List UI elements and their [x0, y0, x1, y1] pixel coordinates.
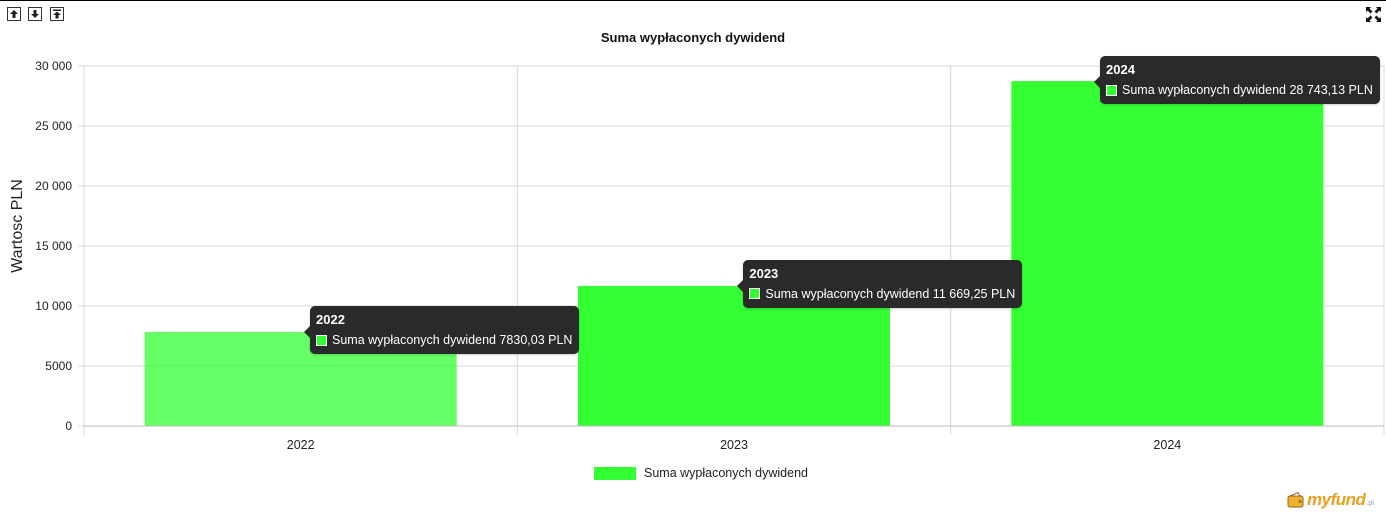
tooltip-label: Suma wypłaconych dywidend 28 743,13 PLN — [1122, 83, 1373, 97]
y-tick-label: 0 — [65, 419, 72, 433]
arrow-top-button[interactable] — [50, 7, 64, 21]
tooltip-title: 2023 — [749, 265, 779, 281]
arrow-down-icon — [31, 10, 39, 18]
tooltip-row: Suma wypłaconych dywidend 11 669,25 PLN — [749, 287, 1015, 301]
arrow-up-button[interactable] — [7, 7, 21, 21]
y-tick-label: 20 000 — [35, 179, 72, 193]
tooltip-row: Suma wypłaconych dywidend 28 743,13 PLN — [1106, 83, 1373, 97]
wallet-icon — [1287, 491, 1304, 508]
y-tick-label: 25 000 — [35, 119, 72, 133]
tooltip-label: Suma wypłaconych dywidend 11 669,25 PLN — [765, 286, 1016, 301]
y-tick-label: 5000 — [45, 359, 72, 373]
bars — [144, 81, 1324, 426]
x-tick-label: 2022 — [287, 438, 315, 452]
tooltip-swatch — [316, 334, 328, 346]
fullscreen-icon[interactable] — [1365, 6, 1382, 23]
tooltip-swatch — [749, 288, 761, 300]
legend-swatch — [594, 466, 636, 480]
legend[interactable]: Suma wypłaconych dywidend — [594, 466, 808, 480]
top-border — [0, 0, 1386, 1]
bar-2023 — [578, 285, 890, 426]
arrow-top-icon — [53, 9, 61, 19]
y-tick-label: 30 000 — [35, 59, 72, 73]
tooltip-title: 2024 — [1106, 62, 1135, 77]
tooltip-2023: 2023 Suma wypłaconych dywidend 11 669,25 … — [737, 259, 1023, 308]
y-tick-label: 15 000 — [35, 239, 72, 253]
tooltip-row: Suma wypłaconych dywidend 7830,03 PLN — [316, 333, 572, 347]
legend-label: Suma wypłaconych dywidend — [644, 466, 808, 480]
myfund-logo: myfund .pl — [1287, 490, 1374, 510]
y-tick-label: 10 000 — [35, 299, 72, 313]
arrow-up-icon — [10, 10, 18, 18]
logo-tld: .pl — [1366, 499, 1374, 507]
y-axis-label: Wartosc PLN — [9, 179, 26, 273]
tooltip-label: Suma wypłaconych dywidend 7830,03 PLN — [332, 333, 573, 348]
x-tick-label: 2024 — [1153, 438, 1181, 452]
tooltip-swatch — [1106, 84, 1117, 96]
logo-text: myfund — [1307, 490, 1366, 509]
x-tick-label: 2023 — [720, 438, 748, 452]
tooltip-2024: 2024 Suma wypłaconych dywidend 28 743,13 … — [1094, 56, 1380, 104]
bar-2024 — [1011, 81, 1324, 426]
chart-title: Suma wypłaconych dywidend — [600, 30, 786, 45]
arrow-down-button[interactable] — [28, 7, 42, 21]
tooltip-title: 2022 — [316, 312, 345, 328]
tooltip-2022: 2022 Suma wypłaconych dywidend 7830,03 PL… — [304, 306, 580, 355]
